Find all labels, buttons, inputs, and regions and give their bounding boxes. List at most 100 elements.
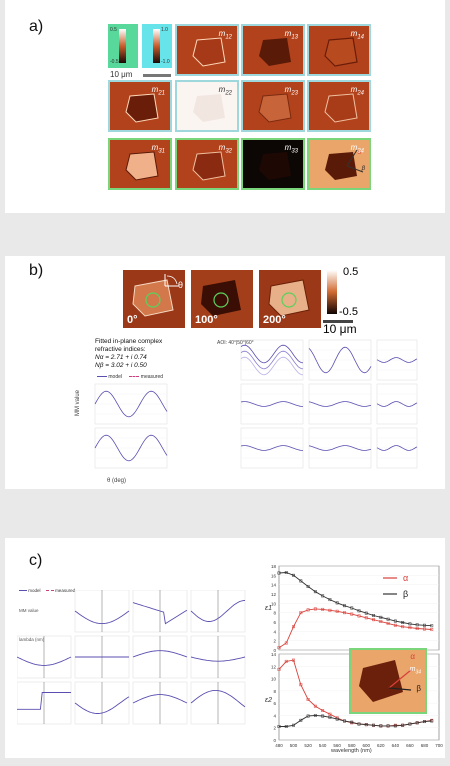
panel-b-scalebar-label: 10 μm	[323, 322, 357, 336]
data-point	[364, 611, 368, 615]
panel-a: a) 0.5 -0.5 1.0 -1.0 10 μm m12 m13 m14 m…	[5, 0, 445, 213]
x-tick-label: 640	[392, 743, 400, 748]
x-tick-label: 700	[435, 743, 443, 748]
model-curve	[17, 656, 72, 666]
panel-c-xlabel: lambda (nm)	[19, 637, 45, 642]
data-point	[343, 604, 346, 608]
model-curve	[132, 650, 188, 658]
tile-label: m23	[284, 85, 298, 97]
data-point	[350, 606, 354, 610]
model-curve	[74, 610, 130, 625]
colorbar-cyan-bottom: -1.0	[161, 59, 170, 65]
panel-c: c) model measured MM value lambda (nm) 0…	[5, 538, 445, 758]
colorbar-cyan-top: 1.0	[161, 27, 168, 33]
x-tick-label: 680	[421, 743, 429, 748]
panel-b-scalebar	[323, 320, 353, 323]
y-tick-label: 8	[273, 611, 276, 616]
rotation-arrows	[164, 274, 179, 287]
data-point	[386, 621, 390, 625]
model-curve	[17, 692, 71, 710]
inset-m34: α β m34	[349, 648, 427, 714]
data-point	[299, 683, 303, 687]
series-line	[278, 608, 432, 649]
colorbar-tile: 0.5 -0.5 1.0 -1.0	[108, 24, 172, 68]
data-point	[328, 712, 332, 716]
x-tick-label: 620	[377, 743, 385, 748]
flake-shape	[259, 152, 291, 180]
model-curve	[308, 445, 372, 451]
colorbar-cyan	[153, 29, 160, 63]
y-tick-label: 18	[271, 564, 277, 569]
inset-label: m34	[409, 666, 421, 676]
model-curve	[376, 357, 418, 363]
inset-alpha: α	[410, 652, 415, 661]
tile-m32: m32	[175, 138, 239, 190]
data-point	[408, 722, 412, 726]
data-point	[299, 579, 303, 583]
tile-label: m31	[151, 143, 165, 155]
data-point	[313, 590, 317, 594]
data-point	[430, 624, 434, 628]
series-line	[278, 572, 432, 627]
y-tick-label: 12	[271, 664, 277, 669]
panel-b-xlabel: θ (deg)	[107, 478, 127, 484]
data-point	[321, 607, 325, 611]
legend-model-label: model	[108, 374, 123, 380]
data-point	[401, 621, 405, 624]
data-point	[408, 626, 412, 630]
angle-label: 100°	[195, 314, 218, 326]
y-tick-label: 2	[273, 639, 276, 644]
data-point	[284, 571, 288, 574]
model-curve	[132, 602, 188, 625]
y-tick-label: 4	[273, 713, 276, 718]
model-curve	[94, 390, 168, 418]
panel-b: b) θ 0° 100° 200° 0.5 -0.5 10 μm Fitted …	[5, 256, 445, 489]
y-tick-label: 0	[273, 738, 276, 743]
tile-m34: α β m34	[307, 138, 371, 190]
data-point	[277, 571, 281, 575]
flake-shape	[193, 94, 225, 122]
data-point	[292, 658, 295, 662]
legend-c: model measured	[19, 588, 75, 593]
y-tick-label: 4	[273, 629, 276, 634]
tile-label: m33	[284, 143, 298, 155]
model-curve	[376, 445, 418, 451]
y-tick-label: 2	[273, 726, 276, 731]
tile-m33: m33	[241, 138, 305, 190]
angle-label: 0°	[127, 314, 138, 326]
data-point	[321, 594, 325, 598]
theta-label: θ	[177, 280, 183, 290]
data-point	[401, 625, 405, 629]
flake-shape	[258, 93, 292, 123]
data-point	[364, 723, 368, 727]
data-point	[335, 609, 339, 613]
tile-m12: m12	[175, 24, 239, 76]
data-point	[306, 608, 310, 612]
data-point	[372, 618, 375, 622]
panel-c-label: c)	[29, 552, 43, 569]
data-point	[299, 611, 303, 615]
flake-shape	[132, 279, 174, 317]
data-point	[393, 619, 397, 623]
data-point	[393, 724, 397, 728]
data-point	[393, 623, 397, 627]
legend-measured-swatch	[45, 590, 54, 592]
tile-label: m13	[284, 29, 298, 41]
n-alpha: Nα = 2.71 + i 0.74	[95, 354, 147, 361]
tile-m23: m23	[241, 80, 305, 132]
data-point	[415, 721, 419, 725]
x-tick-label: 500	[290, 743, 298, 748]
tile-m31: m31	[108, 138, 172, 190]
inset-beta: β	[416, 684, 421, 693]
legend-beta: β	[403, 589, 408, 599]
wavelength-label: wavelength (nm)	[330, 748, 372, 754]
flake-shape	[359, 660, 403, 702]
legend-model-label: model	[28, 588, 41, 593]
y-tick-label: 6	[273, 620, 276, 625]
data-point	[284, 725, 288, 728]
data-point	[299, 718, 303, 722]
tile-label: m21	[151, 85, 165, 97]
data-point	[401, 723, 405, 727]
axis-beta-label: β	[361, 166, 365, 172]
panel-c-mini-plots	[17, 590, 246, 725]
